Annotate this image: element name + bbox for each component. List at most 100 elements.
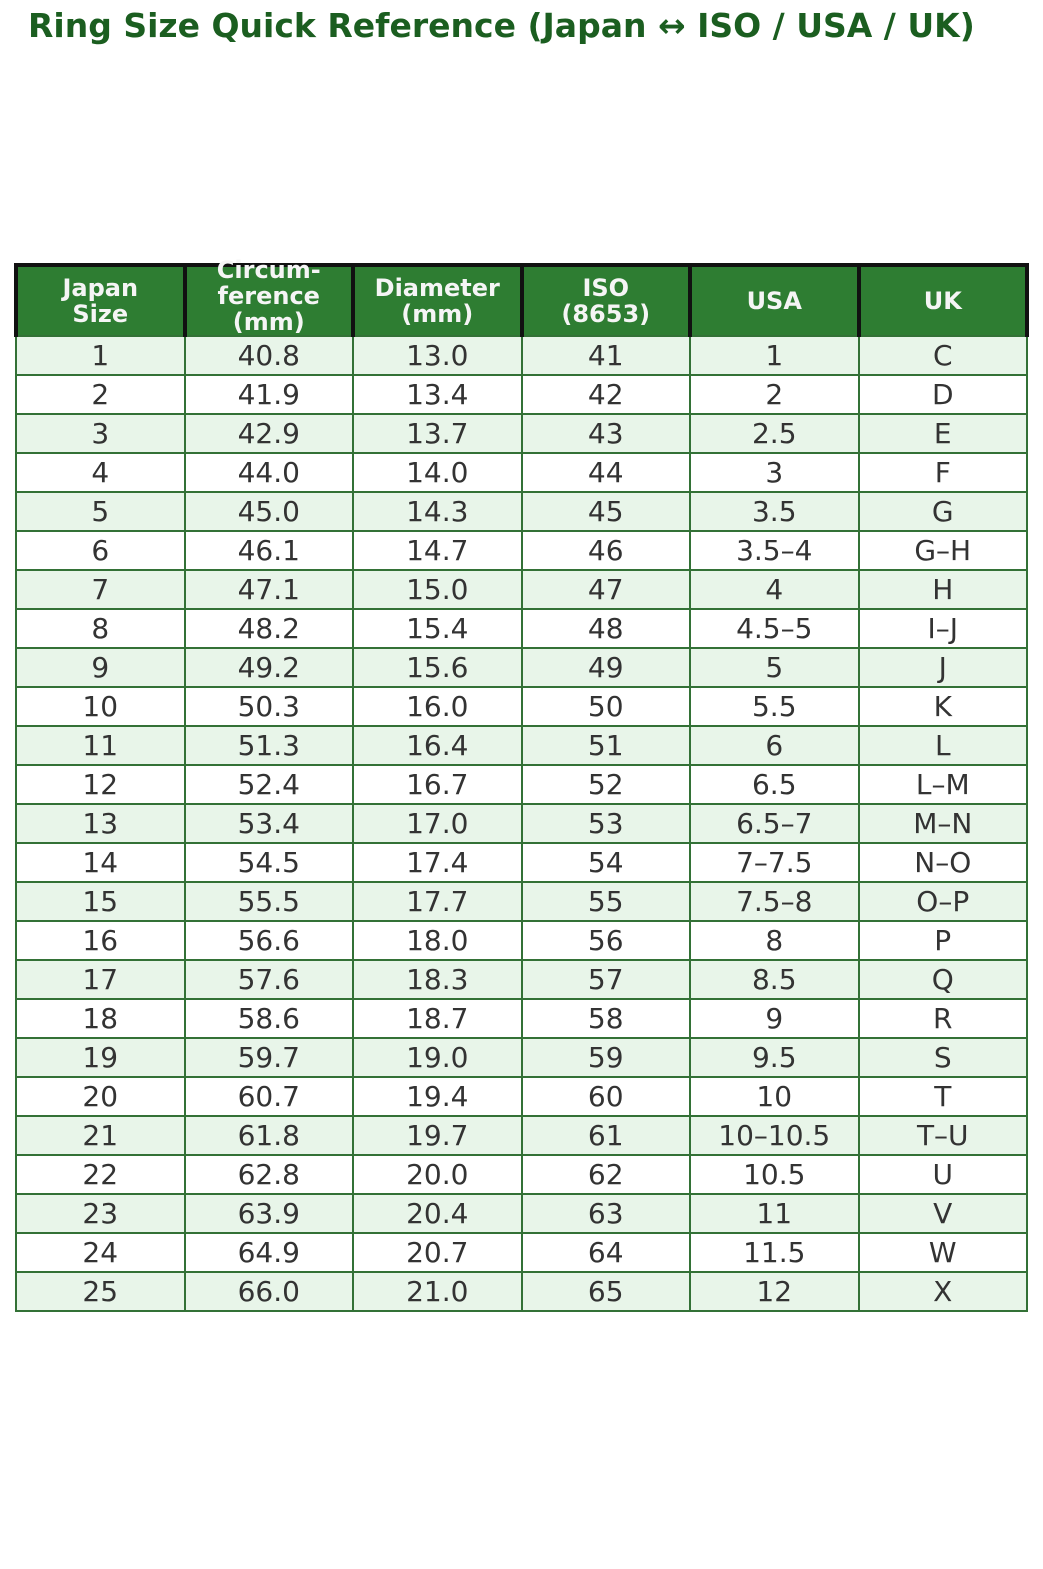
header-row: Japan Size Circum-ference (mm) Diameter (mm) I… (14, 256, 1029, 337)
table-cell: 20.4 (352, 1193, 523, 1234)
table-cell: 43 (520, 413, 691, 454)
table-row: 2 41.9 13.4 42 2 D (15, 374, 1028, 415)
table-cell: 19 (15, 1037, 186, 1078)
table-cell: Q (857, 959, 1028, 1000)
table-cell: 40.8 (183, 335, 354, 376)
table-cell: 3.5 (689, 491, 860, 532)
table-cell: 5.5 (689, 686, 860, 727)
table-cell: 52.4 (183, 764, 354, 805)
table-cell: 55.5 (183, 881, 354, 922)
table-cell: 17 (15, 959, 186, 1000)
column-header-label: Circum-ference (mm) (216, 256, 321, 336)
table-cell: 3.5–4 (689, 530, 860, 571)
table-row: 3 42.9 13.7 43 2.5 E (15, 413, 1028, 454)
table-cell: 16 (15, 920, 186, 961)
table-row: 19 59.7 19.0 59 9.5 S (15, 1037, 1028, 1078)
ring-size-table: Japan Size Circum-ference (mm) Diameter (mm) I… (14, 256, 1029, 1312)
table-cell: 17.4 (352, 842, 523, 883)
table-cell: 13.7 (352, 413, 523, 454)
column-header-label: Diameter (mm) (374, 274, 500, 328)
table-cell: 56.6 (183, 920, 354, 961)
table-cell: 18.3 (352, 959, 523, 1000)
table-cell: 1 (689, 335, 860, 376)
table-cell: 62.8 (183, 1154, 354, 1195)
column-header-label: ISO (8653) (561, 274, 651, 328)
table-cell: 9 (15, 647, 186, 688)
table-row: 1 40.8 13.0 41 1 C (15, 335, 1028, 376)
table-cell: 11 (15, 725, 186, 766)
table-row: 18 58.6 18.7 58 9 R (15, 998, 1028, 1039)
table-cell: 14.3 (352, 491, 523, 532)
table-cell: 21 (15, 1115, 186, 1156)
table-cell: 5 (15, 491, 186, 532)
table-cell: 10 (689, 1076, 860, 1117)
table-cell: E (857, 413, 1028, 454)
table-row: 8 48.2 15.4 48 4.5–5 I–J (15, 608, 1028, 649)
table-cell: C (857, 335, 1028, 376)
table-cell: U (857, 1154, 1028, 1195)
table-cell: 41 (520, 335, 691, 376)
table-cell: 17.0 (352, 803, 523, 844)
table-cell: L–M (857, 764, 1028, 805)
table-row: 23 63.9 20.4 63 11 V (15, 1193, 1028, 1234)
table-cell: 62 (520, 1154, 691, 1195)
table-cell: 18 (15, 998, 186, 1039)
table-cell: J (857, 647, 1028, 688)
table-row: 9 49.2 15.6 49 5 J (15, 647, 1028, 688)
table-cell: 45.0 (183, 491, 354, 532)
column-header-diameter-mm: Diameter (mm) (351, 263, 524, 337)
table-cell: 7–7.5 (689, 842, 860, 883)
table-cell: 4 (689, 569, 860, 610)
table-cell: 10 (15, 686, 186, 727)
table-cell: 51 (520, 725, 691, 766)
table-cell: 13.0 (352, 335, 523, 376)
table-row: 6 46.1 14.7 46 3.5–4 G–H (15, 530, 1028, 571)
table-cell: 42 (520, 374, 691, 415)
table-cell: 54 (520, 842, 691, 883)
table-cell: 46.1 (183, 530, 354, 571)
table-row: 13 53.4 17.0 53 6.5–7 M–N (15, 803, 1028, 844)
table-cell: 4 (15, 452, 186, 493)
table-cell: 8 (689, 920, 860, 961)
table-cell: 14.0 (352, 452, 523, 493)
table-cell: 8 (15, 608, 186, 649)
table-header: Japan Size Circum-ference (mm) Diameter (mm) I… (14, 256, 1029, 337)
table-cell: 47.1 (183, 569, 354, 610)
table-cell: 60 (520, 1076, 691, 1117)
column-header-uk: UK (856, 263, 1029, 337)
table-cell: 66.0 (183, 1271, 354, 1312)
table-cell: 56 (520, 920, 691, 961)
table-cell: O–P (857, 881, 1028, 922)
table-cell: 16.7 (352, 764, 523, 805)
table-cell: 53 (520, 803, 691, 844)
table-cell: 11 (689, 1193, 860, 1234)
table-cell: 61.8 (183, 1115, 354, 1156)
table-cell: 23 (15, 1193, 186, 1234)
table-cell: 2.5 (689, 413, 860, 454)
table-cell: I–J (857, 608, 1028, 649)
table-row: 24 64.9 20.7 64 11.5 W (15, 1232, 1028, 1273)
table-cell: T (857, 1076, 1028, 1117)
table-cell: 63.9 (183, 1193, 354, 1234)
table-cell: 21.0 (352, 1271, 523, 1312)
table-cell: 6 (689, 725, 860, 766)
table-cell: 50 (520, 686, 691, 727)
table-cell: 49.2 (183, 647, 354, 688)
table-cell: 46 (520, 530, 691, 571)
table-cell: 45 (520, 491, 691, 532)
column-header-usa: USA (688, 263, 861, 337)
table-cell: N–O (857, 842, 1028, 883)
table-cell: W (857, 1232, 1028, 1273)
table-cell: 51.3 (183, 725, 354, 766)
table-row: 11 51.3 16.4 51 6 L (15, 725, 1028, 766)
table-cell: 15 (15, 881, 186, 922)
table-cell: 6.5–7 (689, 803, 860, 844)
table-cell: F (857, 452, 1028, 493)
table-row: 25 66.0 21.0 65 12 X (15, 1271, 1028, 1312)
table-cell: 6 (15, 530, 186, 571)
table-cell: 19.4 (352, 1076, 523, 1117)
table-cell: 8.5 (689, 959, 860, 1000)
table-cell: T–U (857, 1115, 1028, 1156)
table-cell: 18.7 (352, 998, 523, 1039)
table-cell: 48.2 (183, 608, 354, 649)
